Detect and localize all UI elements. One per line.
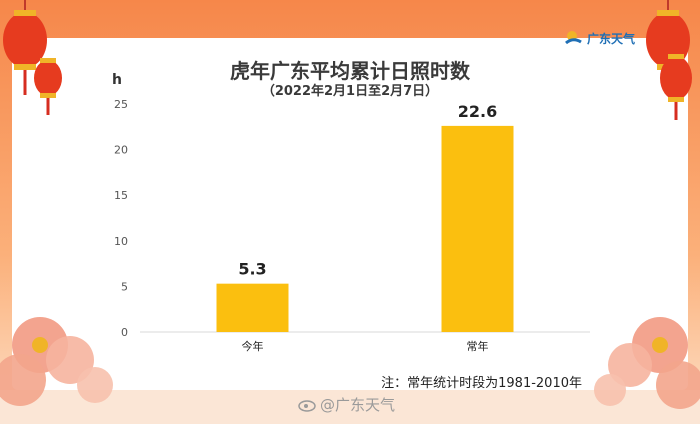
chart-card	[12, 38, 688, 390]
y-tick-label: 5	[121, 280, 128, 293]
chart-title: 虎年广东平均累计日照时数	[230, 59, 470, 83]
flower-icon-left	[0, 317, 113, 406]
bar	[441, 125, 514, 332]
footnote: 注：常年统计时段为1981-2010年	[381, 376, 582, 391]
chart-subtitle: （2022年2月1日至2月7日）	[261, 84, 439, 99]
y-tick-label: 15	[114, 189, 128, 202]
brand-name: 广东天气	[587, 31, 636, 46]
lantern-icon-left	[3, 0, 62, 115]
y-tick-label: 20	[114, 144, 128, 157]
y-tick-label: 10	[114, 235, 128, 248]
watermark-text: @广东天气	[320, 396, 396, 414]
y-tick-label: 0	[121, 326, 128, 339]
bar	[216, 283, 289, 332]
card-bottom-strip	[0, 390, 700, 424]
data-label: 22.6	[458, 102, 497, 121]
weibo-watermark: @广东天气	[298, 394, 395, 415]
weibo-icon	[298, 399, 316, 412]
y-axis-label: h	[112, 72, 122, 88]
flower-icon-right	[594, 317, 700, 409]
x-tick-label: 今年	[242, 339, 264, 353]
data-label: 5.3	[238, 260, 266, 279]
lantern-icon-right	[646, 0, 692, 120]
brand-logo: 广东天气	[563, 28, 635, 48]
weather-logo-icon	[565, 31, 582, 45]
x-tick-label: 常年	[467, 339, 489, 353]
y-tick-label: 25	[114, 98, 128, 111]
